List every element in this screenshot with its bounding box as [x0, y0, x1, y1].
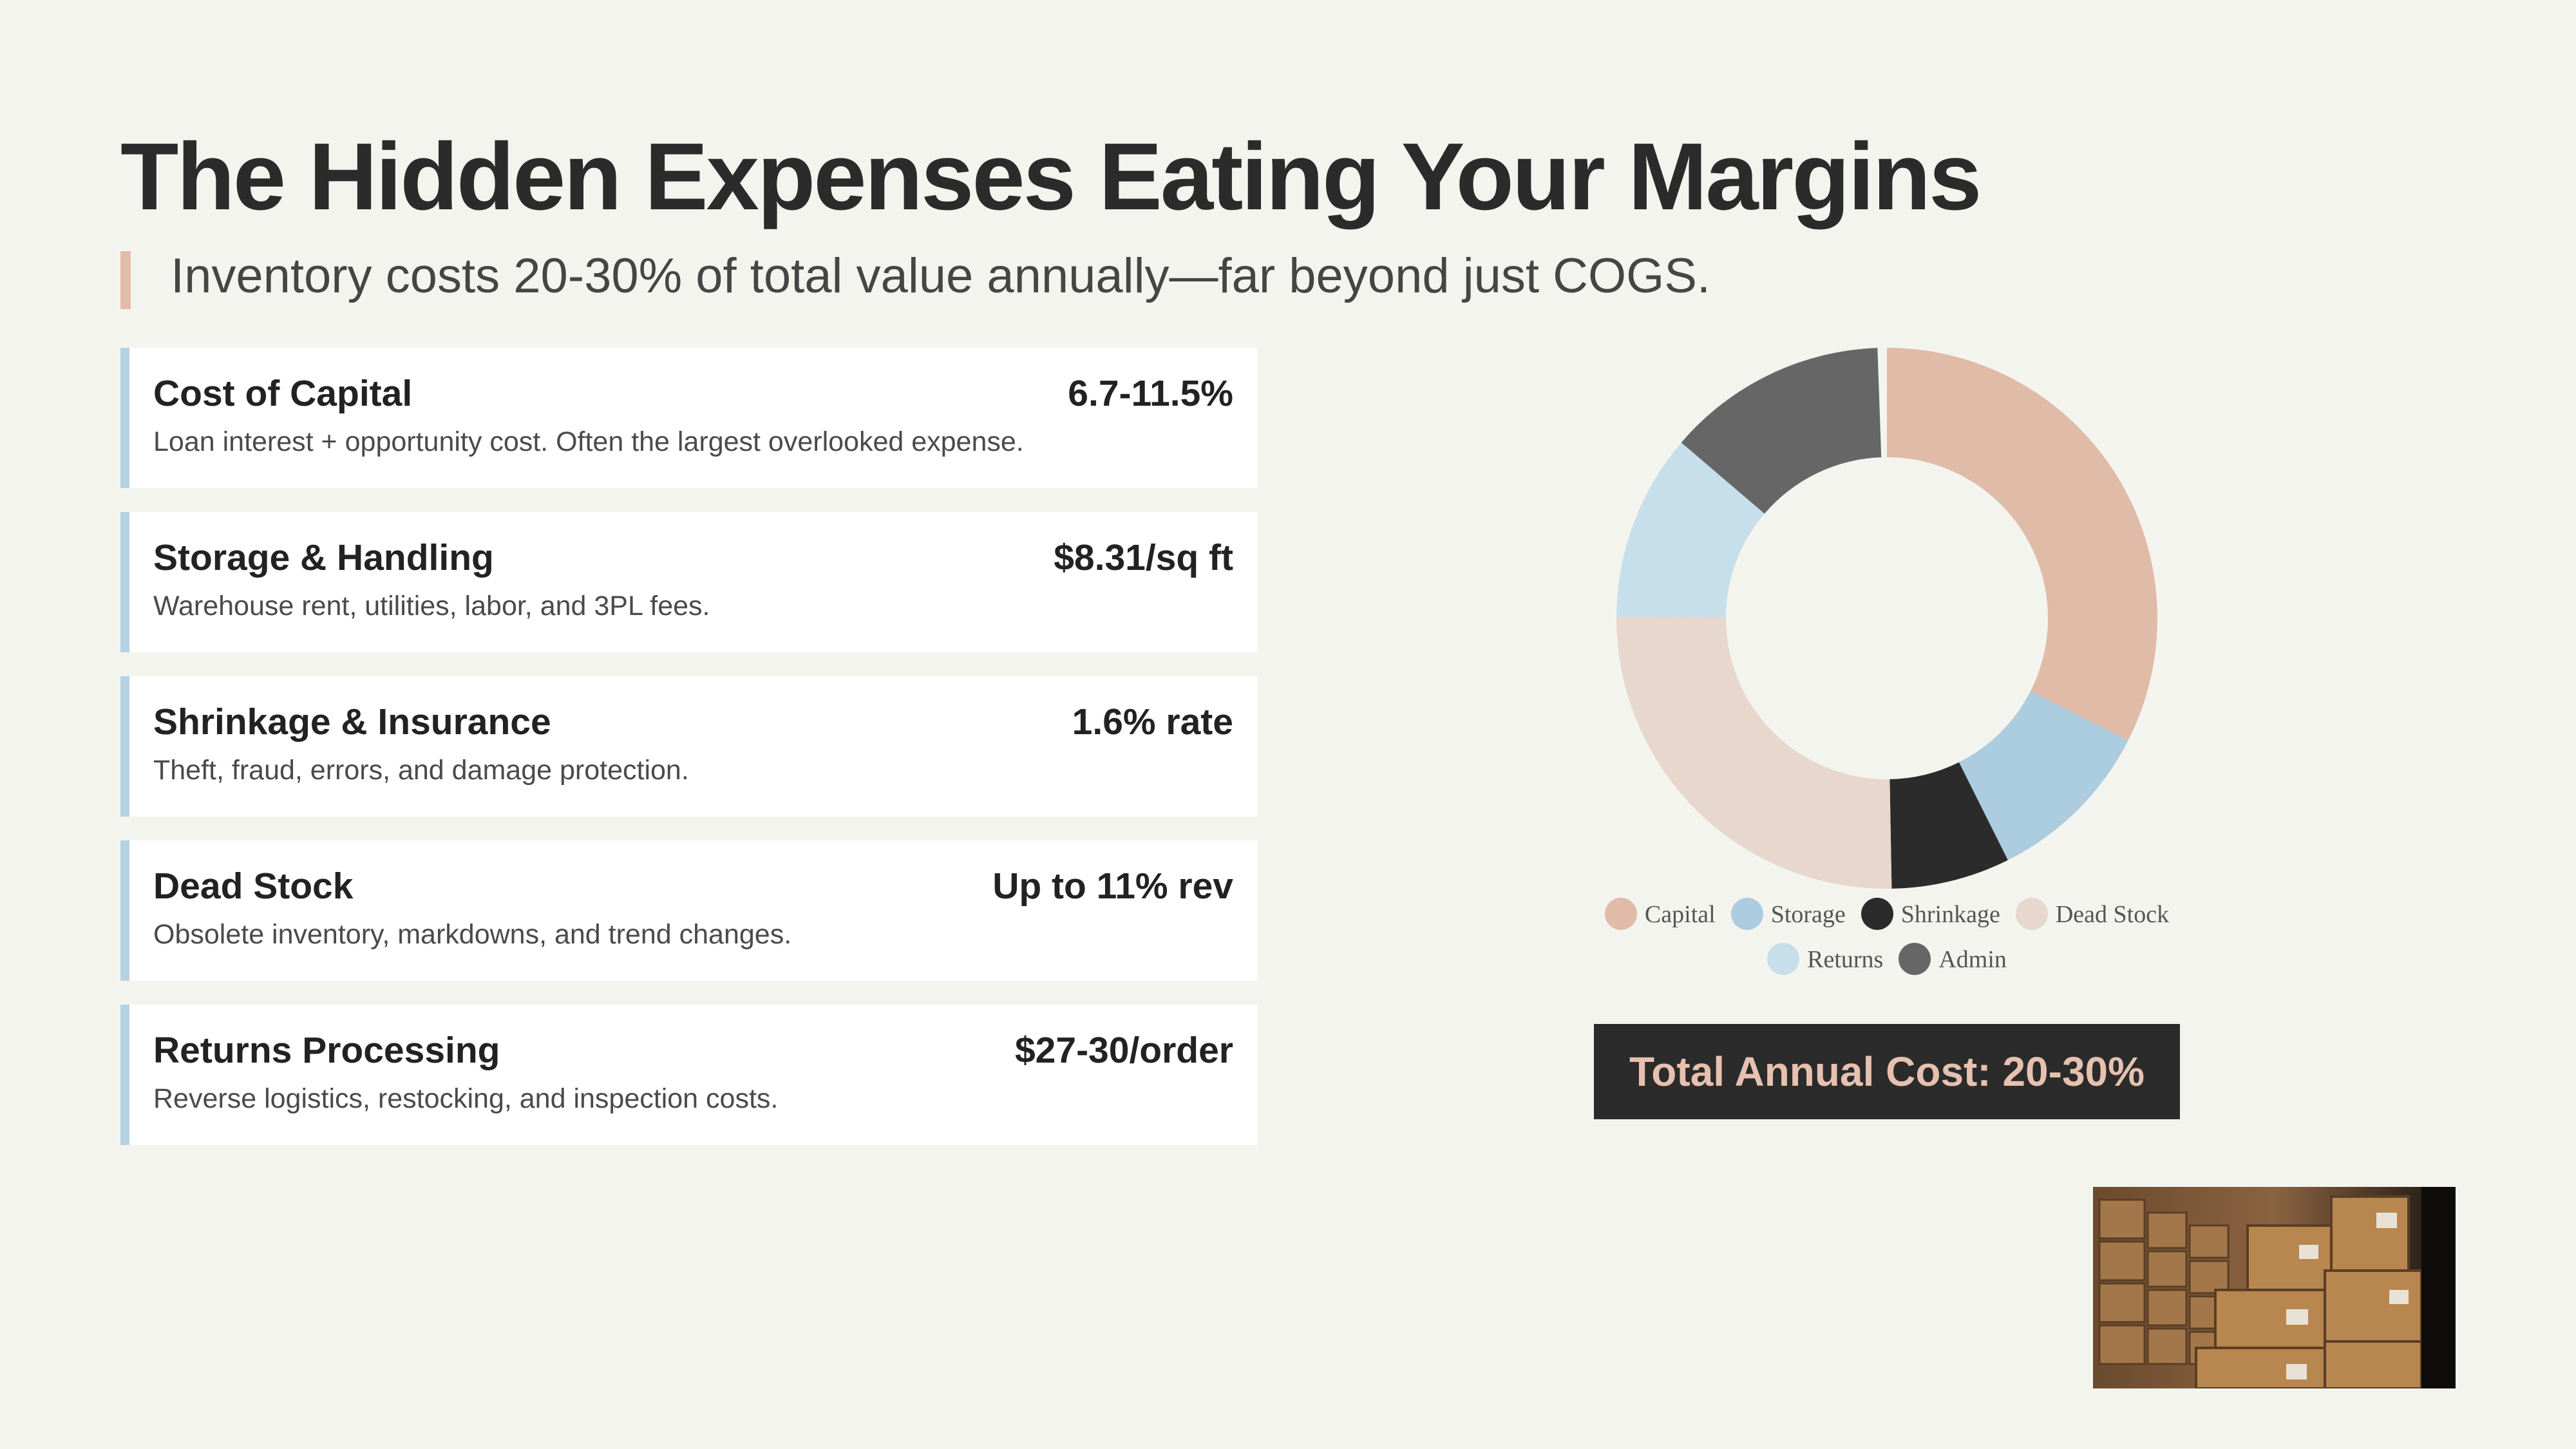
total-annual-cost-label: Total Annual Cost: 20-30%: [1629, 1048, 2145, 1095]
legend-swatch: [1767, 943, 1800, 976]
legend-label: Returns: [1807, 946, 1884, 973]
legend-item-admin: Admin: [1899, 937, 2007, 982]
cost-donut-chart: [1597, 335, 2177, 902]
legend-item-capital: Capital: [1604, 892, 1716, 937]
slide-title: The Hidden Expenses Eating Your Margins: [120, 124, 1982, 230]
legend-label: Storage: [1770, 901, 1846, 928]
card-value: $27-30/order: [1014, 1030, 1233, 1071]
card-description: Theft, fraud, errors, and damage protect…: [153, 755, 689, 786]
cost-card-shrinkage: Shrinkage & Insurance 1.6% rate Theft, f…: [120, 676, 1257, 817]
warehouse-boxes-icon: [2093, 1187, 2456, 1388]
legend-swatch: [1730, 898, 1763, 931]
cost-card-returns: Returns Processing $27-30/order Reverse …: [120, 1005, 1257, 1145]
donut-slice-storage: [1958, 691, 2128, 860]
cost-card-dead-stock: Dead Stock Up to 11% rev Obsolete invent…: [120, 840, 1257, 981]
donut-slice-capital: [1887, 348, 2157, 741]
legend-item-returns: Returns: [1767, 937, 1883, 982]
legend-label: Shrinkage: [1900, 901, 2000, 928]
chart-legend: Capital Storage Shrinkage Dead Stock Returns…: [1546, 892, 2228, 982]
card-title: Returns Processing: [153, 1030, 500, 1071]
card-value: Up to 11% rev: [992, 866, 1233, 907]
card-title: Dead Stock: [153, 866, 354, 907]
donut-slice-dead-stock: [1616, 616, 1892, 889]
cost-card-capital: Cost of Capital 6.7-11.5% Loan interest …: [120, 348, 1257, 488]
card-value: 1.6% rate: [1072, 701, 1233, 743]
card-description: Loan interest + opportunity cost. Often …: [153, 426, 1024, 457]
card-description: Warehouse rent, utilities, labor, and 3P…: [153, 591, 710, 621]
card-description: Obsolete inventory, markdowns, and trend…: [153, 919, 792, 950]
donut-slice-shrinkage: [1889, 762, 2008, 889]
subtitle-accent-bar: [120, 251, 131, 309]
card-value: 6.7-11.5%: [1068, 373, 1233, 414]
legend-label: Dead Stock: [2055, 901, 2170, 928]
legend-item-shrinkage: Shrinkage: [1861, 892, 2000, 937]
legend-swatch: [1861, 898, 1893, 931]
legend-item-storage: Storage: [1730, 892, 1846, 937]
card-title: Shrinkage & Insurance: [153, 701, 551, 743]
card-value: $8.31/sq ft: [1054, 537, 1233, 578]
slide-subtitle: Inventory costs 20-30% of total value an…: [171, 249, 1711, 303]
card-title: Storage & Handling: [153, 537, 494, 578]
legend-label: Capital: [1644, 901, 1716, 928]
legend-label: Admin: [1938, 946, 2007, 973]
donut-chart-svg: [1616, 348, 2157, 889]
legend-swatch: [2015, 898, 2048, 931]
cost-cards: Cost of Capital 6.7-11.5% Loan interest …: [120, 348, 1257, 1169]
cost-card-storage: Storage & Handling $8.31/sq ft Warehouse…: [120, 512, 1257, 652]
donut-slice-admin: [1681, 348, 1882, 514]
legend-item-dead-stock: Dead Stock: [2015, 892, 2170, 937]
legend-swatch: [1899, 943, 1931, 976]
legend-swatch: [1604, 898, 1637, 931]
warehouse-boxes-photo: [2093, 1187, 2456, 1388]
card-description: Reverse logistics, restocking, and inspe…: [153, 1083, 779, 1114]
donut-slice-returns: [1616, 442, 1765, 618]
card-title: Cost of Capital: [153, 373, 413, 414]
total-annual-cost-banner: Total Annual Cost: 20-30%: [1594, 1024, 2180, 1119]
